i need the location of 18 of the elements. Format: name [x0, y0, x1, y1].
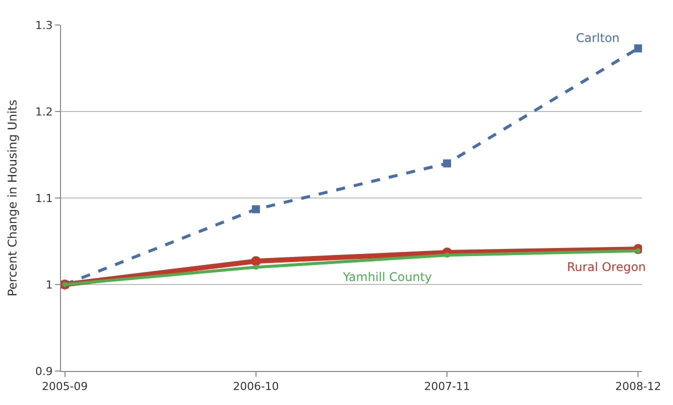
x-tick-label: 2006-10	[232, 380, 279, 394]
y-tick-label: 0.9	[35, 364, 53, 378]
point	[443, 159, 452, 168]
y-tick-label: 1	[46, 278, 53, 292]
y-tick-label: 1.2	[35, 105, 53, 118]
y-axis-title: Percent Change in Housing Units	[6, 100, 20, 296]
x-tick-label: 2007-11	[424, 380, 470, 394]
series-label: Carlton	[576, 31, 620, 45]
series-label: Rural Oregon	[567, 260, 646, 274]
point	[252, 205, 260, 214]
y-tick-label: 1.3	[35, 18, 53, 32]
series-label: Yamhill County	[342, 270, 432, 284]
point	[634, 44, 642, 52]
point	[250, 256, 261, 266]
x-tick-label: 2005-09	[42, 380, 88, 394]
point	[253, 264, 258, 270]
y-tick-label: 1.1	[35, 192, 53, 205]
x-tick-label: 2008-12	[615, 380, 662, 394]
